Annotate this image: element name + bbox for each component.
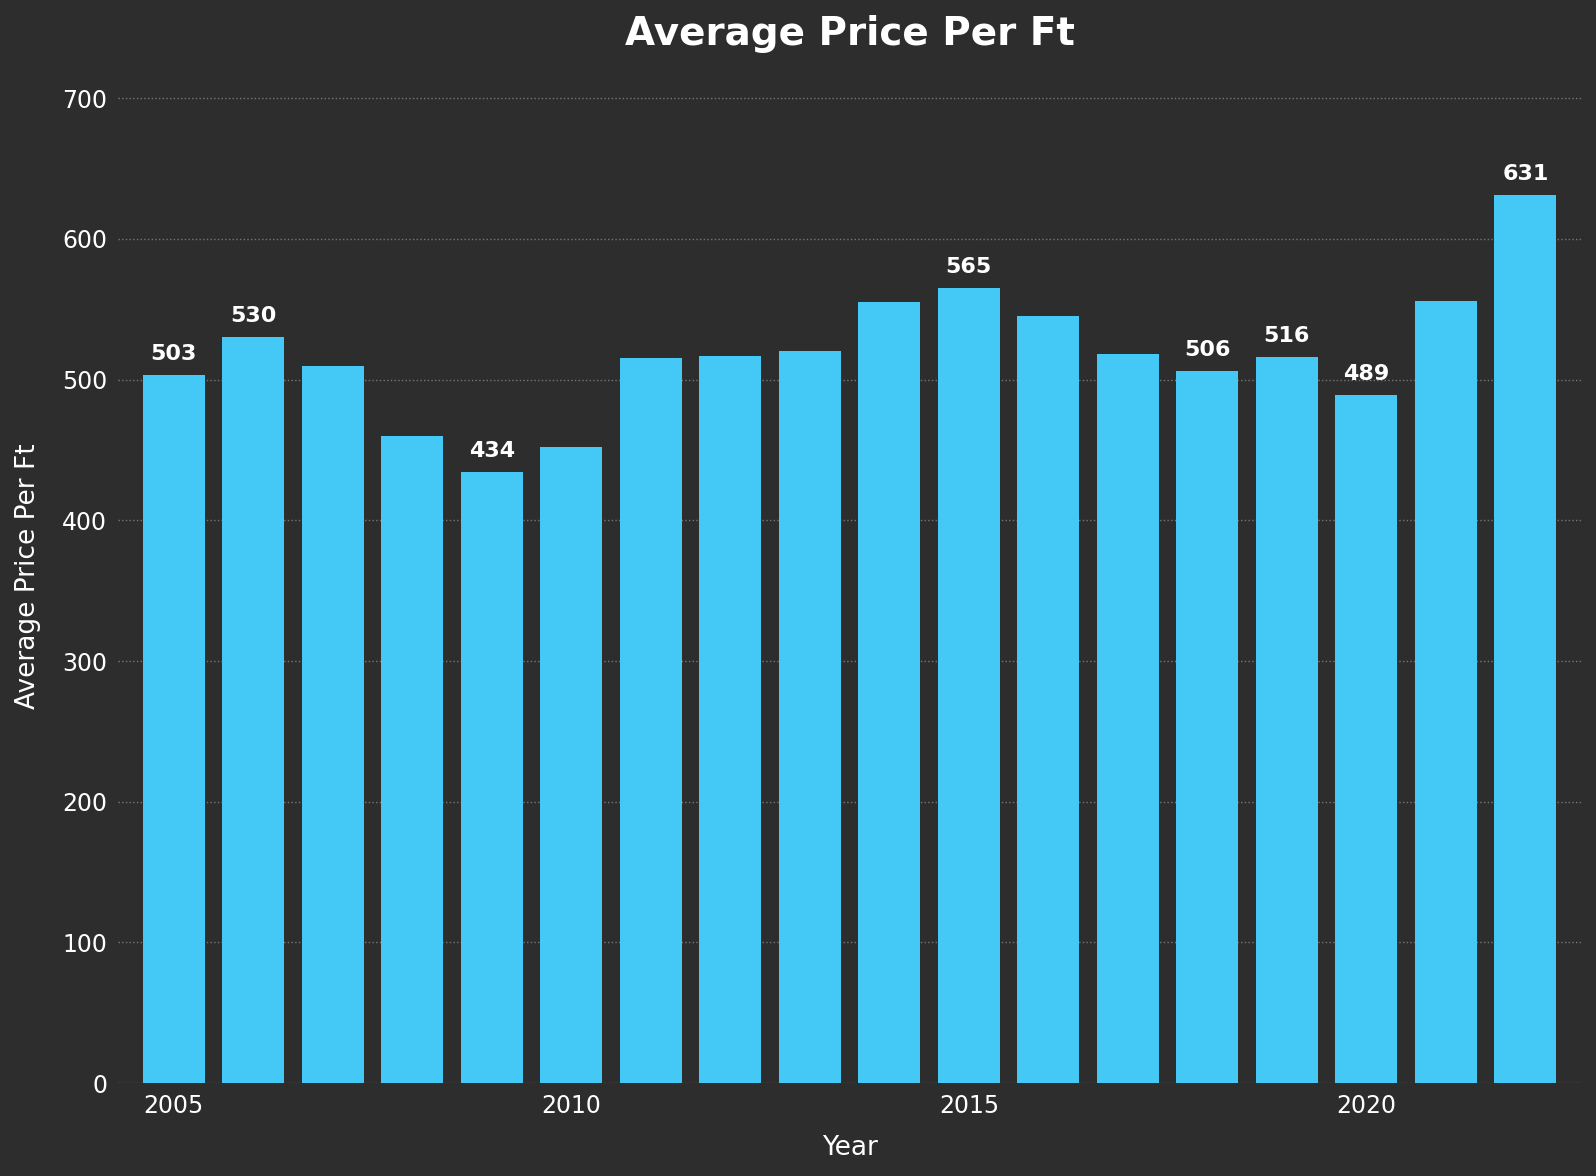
Bar xyxy=(1256,358,1318,1083)
Bar xyxy=(381,436,444,1083)
Bar xyxy=(859,302,921,1083)
Bar xyxy=(779,352,841,1083)
Bar xyxy=(302,366,364,1083)
Text: 530: 530 xyxy=(230,306,276,326)
Text: 565: 565 xyxy=(946,256,993,276)
Text: 506: 506 xyxy=(1184,340,1231,360)
Bar xyxy=(461,473,523,1083)
X-axis label: Year: Year xyxy=(822,1135,878,1161)
Title: Average Price Per Ft: Average Price Per Ft xyxy=(624,15,1074,53)
Bar xyxy=(1494,195,1556,1083)
Text: 489: 489 xyxy=(1344,363,1390,383)
Bar xyxy=(699,355,761,1083)
Bar xyxy=(222,338,284,1083)
Text: 516: 516 xyxy=(1264,326,1310,346)
Y-axis label: Average Price Per Ft: Average Price Per Ft xyxy=(14,443,41,709)
Bar xyxy=(1176,372,1238,1083)
Bar xyxy=(142,375,204,1083)
Bar xyxy=(1017,316,1079,1083)
Bar xyxy=(541,447,602,1083)
Text: 503: 503 xyxy=(150,345,196,365)
Bar xyxy=(1336,395,1398,1083)
Bar xyxy=(1096,354,1159,1083)
Bar xyxy=(1414,301,1476,1083)
Text: 434: 434 xyxy=(469,441,516,461)
Bar xyxy=(619,359,681,1083)
Bar xyxy=(938,288,999,1083)
Text: 631: 631 xyxy=(1502,163,1548,183)
